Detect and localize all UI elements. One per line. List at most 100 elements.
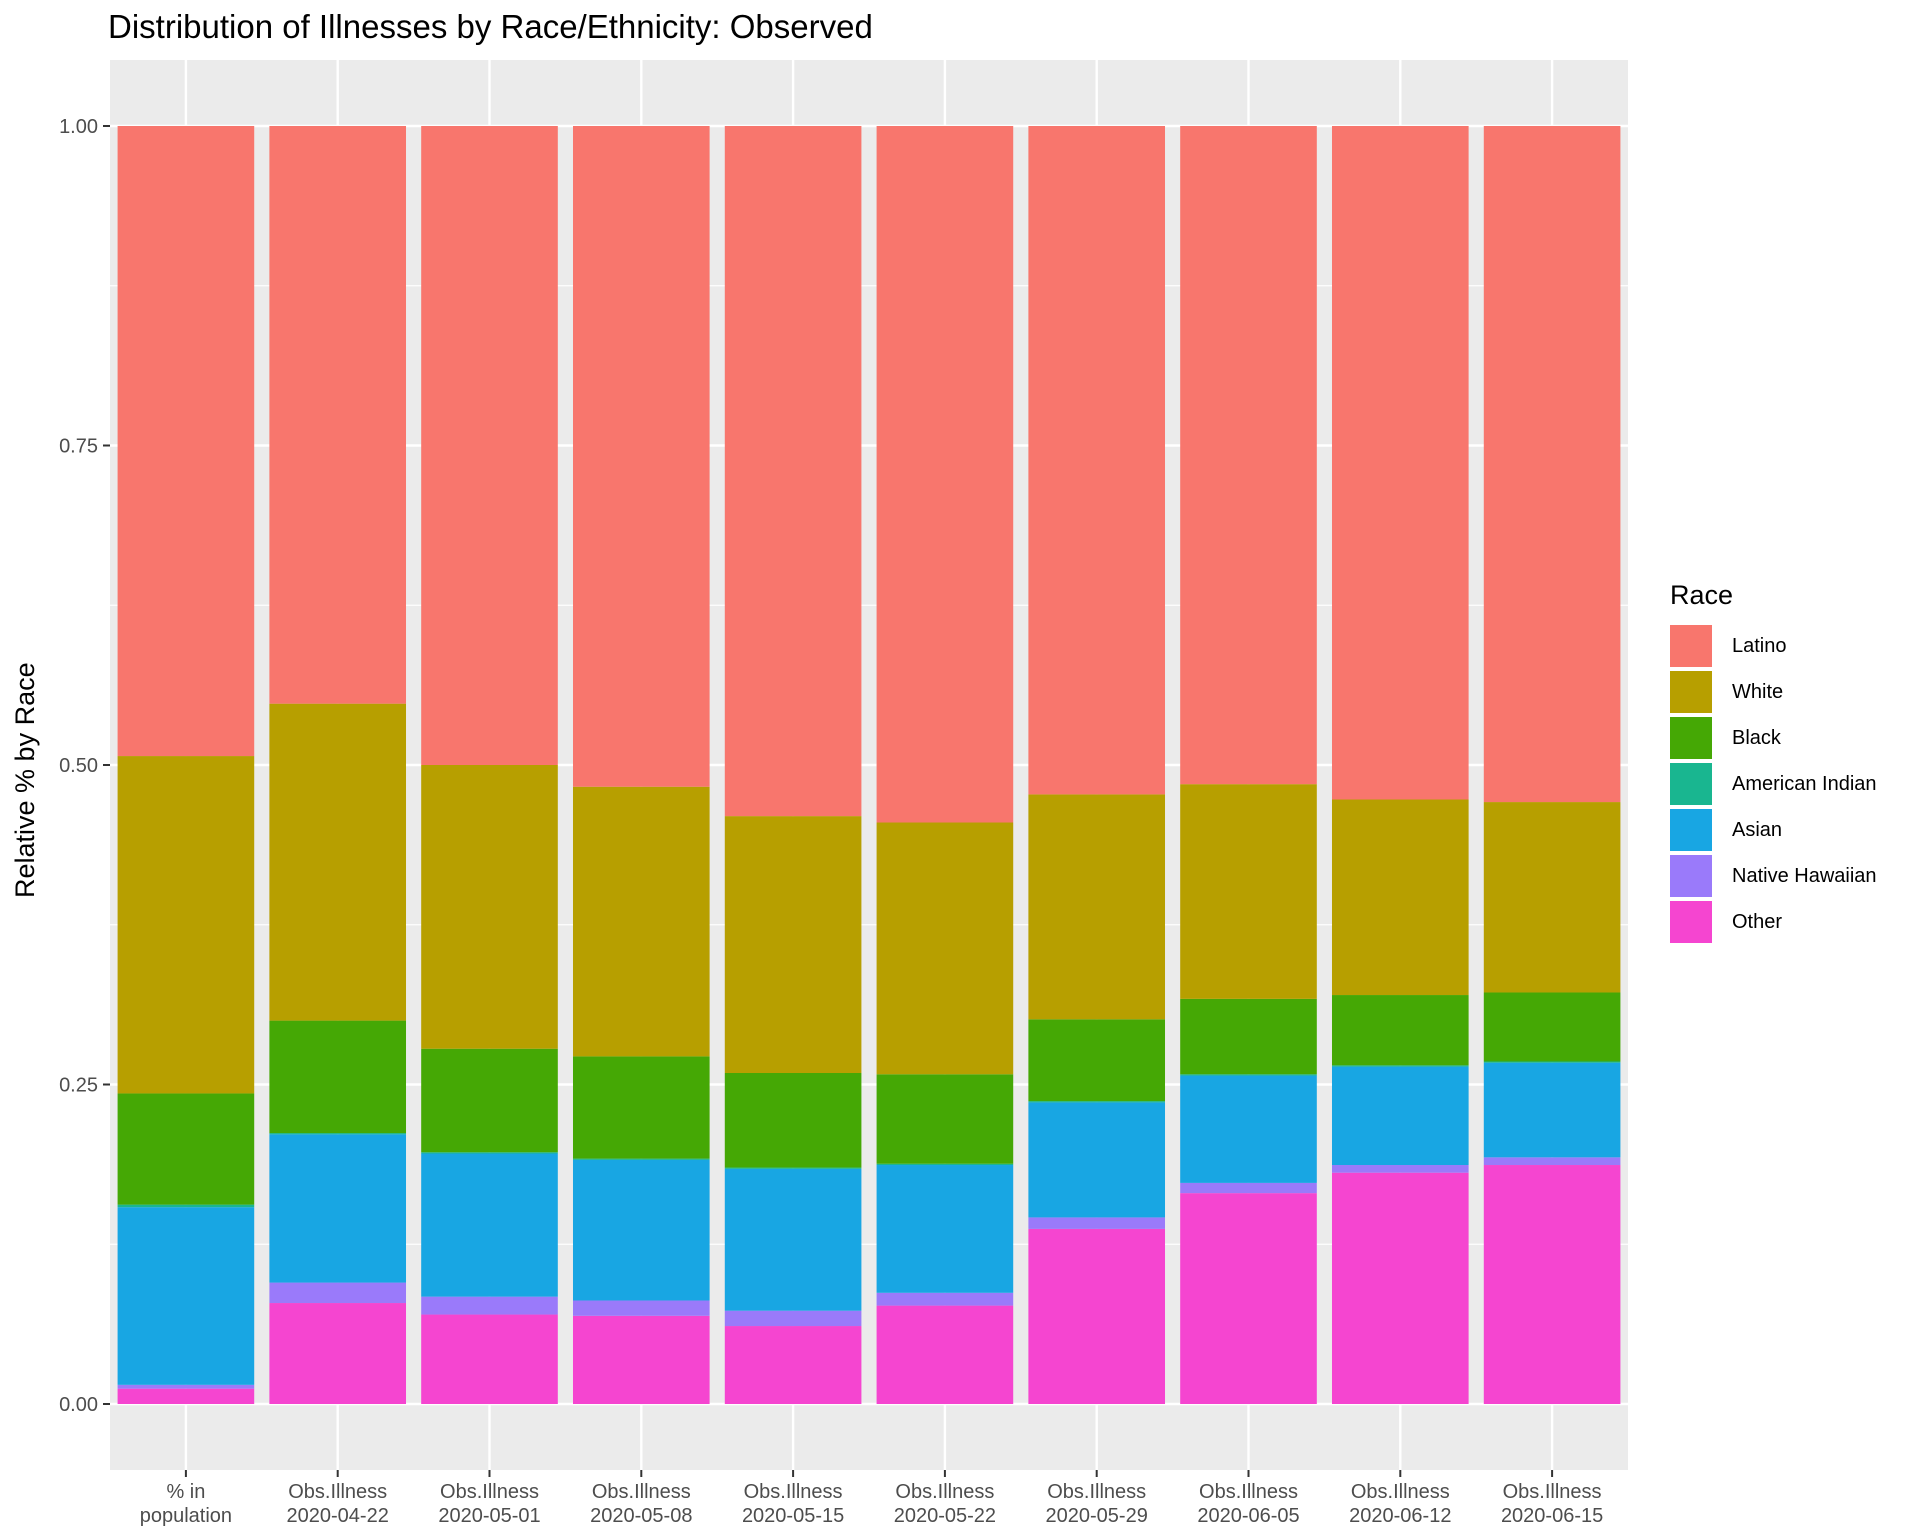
legend-label-american-indian: American Indian [1732, 772, 1877, 795]
bar-latino [269, 126, 407, 704]
bar-white [1483, 802, 1621, 993]
bar-american-indian [1331, 1065, 1469, 1067]
bar-latino [1483, 126, 1621, 803]
bar-black [269, 1020, 407, 1134]
bar-native-hawaiian [1180, 1182, 1317, 1194]
bar-black [876, 1074, 1014, 1164]
legend-swatch-american-indian [1670, 763, 1712, 805]
bar-american-indian [572, 1158, 710, 1160]
bar-latino [572, 126, 710, 787]
bar-native-hawaiian [421, 1296, 558, 1315]
bar-native-hawaiian [724, 1310, 862, 1327]
bar-white [876, 822, 1014, 1075]
bar-white [724, 816, 862, 1073]
bar-native-hawaiian [117, 1384, 255, 1389]
bar-native-hawaiian [572, 1300, 710, 1316]
bar-asian [117, 1207, 255, 1385]
bar-other [876, 1305, 1014, 1404]
legend-swatch-other [1670, 901, 1712, 943]
bar-latino [1028, 126, 1166, 795]
legend-swatch-white [1670, 671, 1712, 713]
legend-label-black: Black [1732, 726, 1781, 749]
x-tick-label: Obs.Illness 2020-05-15 [742, 1481, 844, 1527]
chart-title: Distribution of Illnesses by Race/Ethnic… [108, 8, 873, 45]
legend-label-white: White [1732, 680, 1784, 703]
legend-item-asian: Asian [1670, 807, 1877, 853]
bar-american-indian [876, 1163, 1014, 1166]
legend-item-latino: Latino [1670, 623, 1877, 669]
y-tick-label: 1.00 [59, 116, 98, 138]
bar-black [1483, 992, 1621, 1062]
bar-american-indian [1483, 1061, 1621, 1063]
bar-black [421, 1048, 558, 1153]
x-tick-label: Obs.Illness 2020-05-08 [590, 1481, 692, 1527]
bar-white [117, 756, 255, 1094]
bar-other [572, 1315, 710, 1404]
bar-american-indian [117, 1204, 255, 1208]
legend-item-white: White [1670, 669, 1877, 715]
bar-black [724, 1072, 862, 1168]
bar-latino [724, 126, 862, 817]
bar-asian [1483, 1062, 1621, 1158]
x-tick-label: Obs.Illness 2020-04-22 [287, 1481, 389, 1527]
y-tick-label: 0.75 [59, 436, 98, 458]
bar-other [269, 1303, 407, 1404]
bar-black [572, 1056, 710, 1159]
bar-native-hawaiian [1331, 1165, 1469, 1173]
legend-swatch-latino [1670, 625, 1712, 667]
legend-item-black: Black [1670, 715, 1877, 761]
bar-black [117, 1093, 255, 1205]
x-tick-label: Obs.Illness 2020-06-15 [1501, 1481, 1603, 1527]
bar-latino [876, 126, 1014, 823]
bar-american-indian [421, 1152, 558, 1154]
bar-american-indian [1028, 1101, 1166, 1103]
bar-latino [1180, 126, 1317, 785]
x-tick-label: Obs.Illness 2020-06-12 [1349, 1481, 1451, 1527]
bar-other [1483, 1165, 1621, 1404]
legend-title: Race [1670, 580, 1734, 610]
legend-swatch-black [1670, 717, 1712, 759]
bar-asian [269, 1134, 407, 1283]
legend-label-asian: Asian [1732, 818, 1783, 841]
legend-label-native-hawaiian: Native Hawaiian [1732, 864, 1877, 887]
bar-white [1180, 784, 1317, 999]
bar-other [1331, 1172, 1469, 1404]
legend-swatch-native-hawaiian [1670, 855, 1712, 897]
bar-asian [724, 1168, 862, 1311]
x-tick-label: Obs.Illness 2020-06-05 [1197, 1481, 1299, 1527]
bar-asian [1180, 1075, 1317, 1183]
legend-item-native-hawaiian: Native Hawaiian [1670, 853, 1877, 899]
bar-american-indian [269, 1133, 407, 1135]
y-tick-label: 0.50 [59, 755, 98, 777]
bar-other [1180, 1193, 1317, 1404]
bar-native-hawaiian [1483, 1157, 1621, 1166]
bar-native-hawaiian [876, 1292, 1014, 1306]
legend-item-other: Other [1670, 899, 1877, 945]
legend: Race Latino White Black American Indian Asia… [1670, 580, 1877, 945]
bar-white [269, 703, 407, 1021]
y-tick-label: 0.00 [59, 1394, 98, 1416]
bar-asian [421, 1153, 558, 1297]
bar-other [421, 1314, 558, 1404]
x-tick-label: % in population [140, 1481, 232, 1527]
bar-asian [876, 1165, 1014, 1293]
bar-latino [421, 126, 558, 765]
x-tick-label: Obs.Illness 2020-05-01 [438, 1481, 540, 1527]
bar-black [1028, 1019, 1166, 1102]
bar-other [117, 1388, 255, 1404]
bar-black [1331, 995, 1469, 1066]
bar-latino [1331, 126, 1469, 800]
bar-asian [1028, 1102, 1166, 1218]
legend-label-other: Other [1732, 910, 1783, 933]
bar-asian [572, 1159, 710, 1301]
bar-other [724, 1326, 862, 1404]
bar-native-hawaiian [1028, 1217, 1166, 1229]
bar-asian [1331, 1066, 1469, 1166]
legend-label-latino: Latino [1732, 634, 1787, 657]
bar-white [1331, 799, 1469, 996]
bar-white [421, 765, 558, 1049]
bar-latino [117, 126, 255, 757]
bar-other [1028, 1228, 1166, 1404]
bar-black [1180, 998, 1317, 1075]
